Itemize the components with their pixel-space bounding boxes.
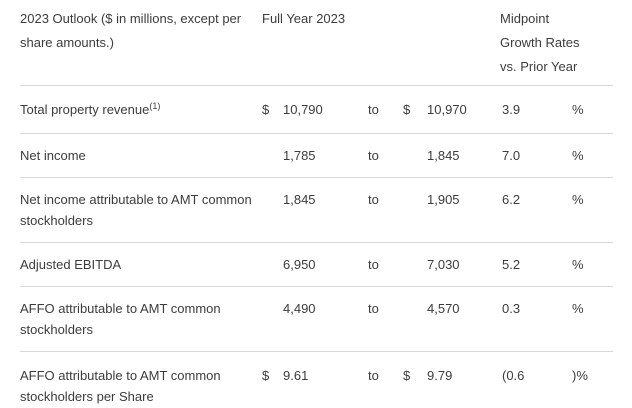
growth-value: (0.6 (502, 368, 525, 383)
percent-sign: % (572, 148, 584, 163)
row-label-text: AFFO attributable to AMT common stockhol… (20, 368, 221, 404)
currency-symbol-high: $ (403, 368, 411, 383)
low-value: 9.61 (283, 368, 309, 383)
row-label: AFFO attributable to AMT common stockhol… (20, 298, 252, 340)
percent-sign: % (572, 102, 584, 117)
table-row: Net income 1,785 to 1,845 7.0 % (20, 134, 613, 178)
table-row: AFFO attributable to AMT common stockhol… (20, 287, 613, 352)
currency-symbol-low: $ (262, 368, 270, 383)
row-label: Net income attributable to AMT common st… (20, 189, 252, 231)
row-label: Adjusted EBITDA (20, 254, 252, 275)
percent-sign: % (572, 257, 584, 272)
high-value: 1,845 (427, 148, 460, 163)
row-label-text: Total property revenue (20, 102, 150, 117)
row-label: AFFO attributable to AMT common stockhol… (20, 365, 252, 407)
percent-sign: )% (572, 368, 588, 383)
header-growth-label: Midpoint Growth Rates vs. Prior Year (500, 11, 580, 74)
table-header-row: 2023 Outlook ($ in millions, except per … (20, 0, 613, 86)
low-value: 10,790 (283, 102, 323, 117)
growth-value: 5.2 (502, 257, 521, 272)
low-value: 4,490 (283, 301, 316, 316)
range-separator: to (368, 301, 379, 316)
range-separator: to (368, 148, 379, 163)
table-row: Net income attributable to AMT common st… (20, 178, 613, 243)
high-value: 4,570 (427, 301, 460, 316)
growth-value: 0.3 (502, 301, 521, 316)
table-row: Adjusted EBITDA 6,950 to 7,030 5.2 % (20, 243, 613, 287)
footnote-marker: (1) (149, 101, 161, 111)
growth-value: 7.0 (502, 148, 521, 163)
row-label-text: Adjusted EBITDA (20, 257, 122, 272)
range-separator: to (368, 368, 379, 383)
currency-symbol-high: $ (403, 102, 411, 117)
row-label-text: Net income attributable to AMT common st… (20, 192, 252, 228)
high-value: 1,905 (427, 192, 460, 207)
range-separator: to (368, 257, 379, 272)
growth-value: 6.2 (502, 192, 521, 207)
table-row: Total property revenue(1) $ 10,790 to $ … (20, 86, 613, 134)
percent-sign: % (572, 301, 584, 316)
high-value: 10,970 (427, 102, 467, 117)
currency-symbol-low: $ (262, 102, 270, 117)
low-value: 1,845 (283, 192, 316, 207)
growth-value: 3.9 (502, 102, 521, 117)
high-value: 7,030 (427, 257, 460, 272)
header-full-year-label: Full Year 2023 (262, 11, 346, 26)
percent-sign: % (572, 192, 584, 207)
low-value: 1,785 (283, 148, 316, 163)
high-value: 9.79 (427, 368, 453, 383)
header-outlook-label: 2023 Outlook ($ in millions, except per … (20, 11, 242, 50)
row-label: Net income (20, 145, 252, 166)
row-label: Total property revenue(1) (20, 99, 252, 120)
table-row: AFFO attributable to AMT common stockhol… (20, 352, 613, 408)
row-label-text: AFFO attributable to AMT common stockhol… (20, 301, 221, 337)
range-separator: to (368, 102, 379, 117)
low-value: 6,950 (283, 257, 316, 272)
range-separator: to (368, 192, 379, 207)
row-label-text: Net income (20, 148, 86, 163)
